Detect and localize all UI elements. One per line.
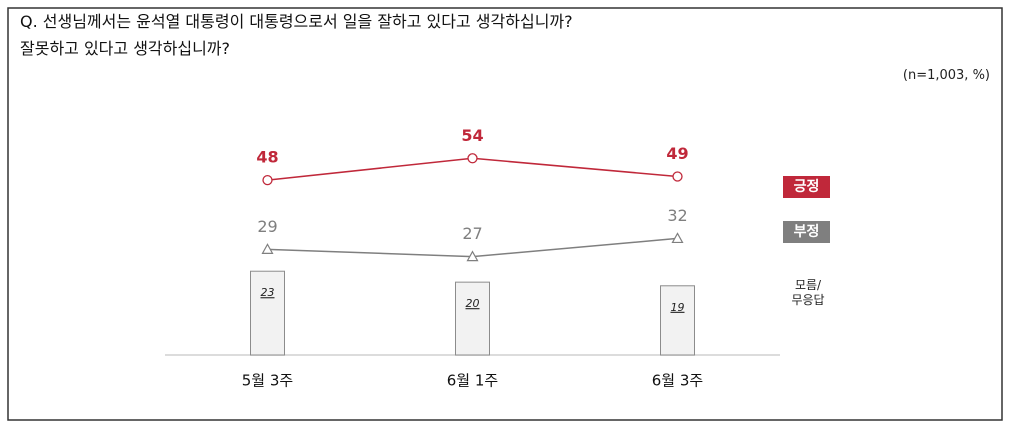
bar bbox=[455, 281, 490, 356]
legend-entry: 모름/ 무응답 bbox=[791, 278, 825, 307]
x-tick-label: 5월 3주 bbox=[242, 372, 293, 390]
chart-title: Q. 선생님께서는 윤석열 대통령이 대통령으로서 일을 잘하고 있다고 생각하… bbox=[20, 12, 573, 58]
marker bbox=[467, 153, 478, 164]
x-tick-label: 6월 3주 bbox=[652, 372, 703, 390]
data-label: 32 bbox=[667, 206, 687, 225]
bar-value-label: 20 bbox=[466, 297, 480, 310]
legend-entry: 부정 bbox=[783, 221, 830, 243]
frame bbox=[7, 7, 1003, 421]
data-label: 27 bbox=[462, 224, 482, 243]
data-label: 54 bbox=[461, 126, 483, 145]
data-label: 49 bbox=[666, 144, 688, 163]
marker bbox=[261, 243, 274, 254]
marker bbox=[262, 174, 273, 186]
bar-value-label: 19 bbox=[671, 301, 685, 314]
marker bbox=[671, 232, 684, 244]
marker bbox=[672, 171, 683, 182]
bar bbox=[660, 285, 695, 356]
bar bbox=[250, 270, 285, 356]
data-label: 29 bbox=[257, 217, 277, 236]
x-tick-label: 6월 1주 bbox=[447, 372, 498, 390]
bar-value-label: 23 bbox=[261, 286, 275, 299]
marker bbox=[466, 250, 479, 262]
note: (n=1,003, %) bbox=[902, 68, 990, 83]
data-label: 48 bbox=[256, 148, 278, 167]
legend-entry: 긍정 bbox=[783, 176, 830, 198]
